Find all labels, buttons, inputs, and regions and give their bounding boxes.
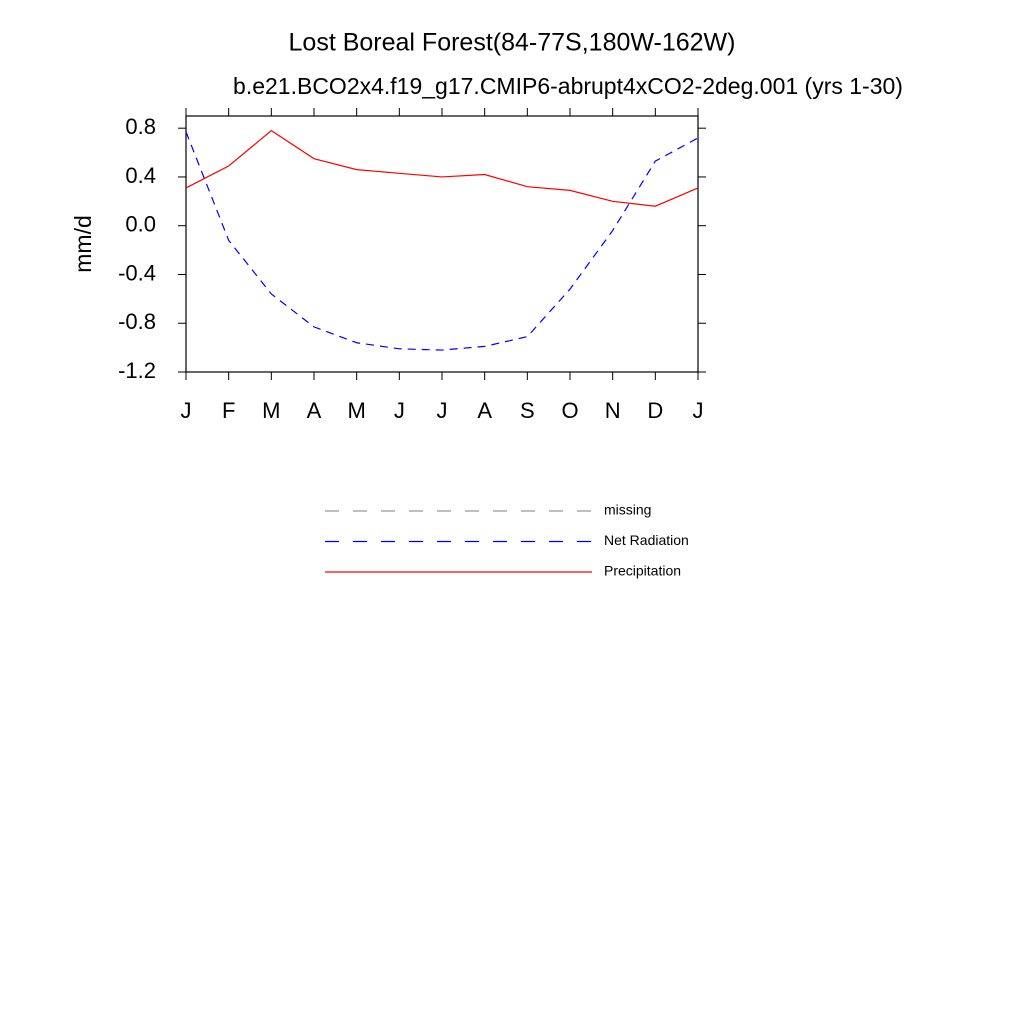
x-tick-label: J [437,398,448,423]
y-tick-label: 0.4 [125,163,156,188]
x-tick-label: A [477,398,492,423]
y-tick-label: -0.4 [118,260,156,285]
legend-label: Precipitation [604,563,681,579]
series-line [185,131,699,351]
series-line [185,129,699,207]
x-tick-label: F [222,398,235,423]
y-tick-label: 0.0 [125,212,156,237]
y-axis-label: mm/d [70,215,96,273]
x-tick-label: J [394,398,405,423]
y-tick-label: -1.2 [118,358,156,383]
legend-label: Net Radiation [604,532,689,548]
plot-frame [185,115,699,373]
x-tick-label: A [307,398,322,423]
x-tick-label: M [348,398,366,423]
y-tick-label: -0.8 [118,309,156,334]
x-tick-label: O [561,398,578,423]
x-tick-label: S [520,398,535,423]
x-tick-label: M [262,398,280,423]
chart-subtitle: b.e21.BCO2x4.f19_g17.CMIP6-abrupt4xCO2-2… [233,73,903,99]
x-tick-label: N [605,398,621,423]
chart-title: Lost Boreal Forest(84-77S,180W-162W) [289,29,736,57]
x-tick-label: J [693,398,704,423]
x-tick-label: D [647,398,663,423]
x-tick-label: J [181,398,192,423]
y-tick-label: 0.8 [125,114,156,139]
legend-label: missing [604,502,651,518]
